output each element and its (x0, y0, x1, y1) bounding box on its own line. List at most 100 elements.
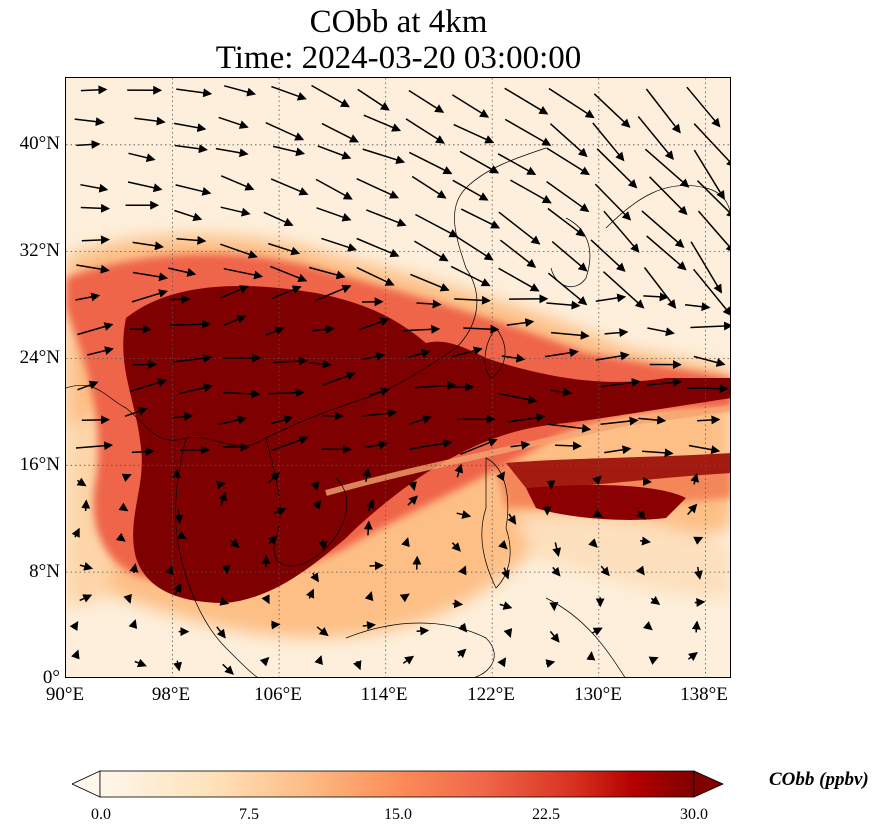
wind-vector (315, 178, 353, 200)
wind-vector (454, 463, 464, 478)
wind-vector (361, 408, 398, 418)
wind-vector (547, 423, 592, 433)
wind-vector (497, 657, 507, 668)
wind-vector (546, 147, 590, 176)
wind-vector (499, 601, 513, 610)
wind-vector (369, 387, 390, 397)
wind-vector (691, 620, 701, 633)
wind-vector (641, 210, 685, 248)
wind-vector (452, 94, 490, 118)
wind-vector (603, 210, 640, 253)
wind-vector (220, 243, 258, 259)
wind-vector (648, 656, 659, 665)
lat-tick-40n: 40°N (19, 133, 60, 154)
lon-tick-122e: 122°E (467, 684, 515, 705)
map-panel (65, 77, 731, 678)
wind-vector (459, 150, 500, 174)
wind-vector (129, 563, 139, 574)
wind-vector (223, 389, 261, 399)
wind-vector (356, 237, 400, 258)
wind-vector (362, 467, 372, 482)
wind-vector (547, 207, 586, 237)
wind-vector (131, 447, 155, 457)
wind-vector (504, 87, 549, 115)
wind-vector (263, 211, 294, 227)
wind-vector (507, 513, 517, 525)
wind-vector (80, 203, 110, 213)
wind-vector (451, 542, 461, 552)
wind-vector (405, 118, 445, 144)
wind-vector (71, 649, 80, 660)
lon-tick-90e: 90°E (45, 684, 85, 705)
wind-vector (272, 145, 306, 157)
wind-vector (321, 122, 359, 143)
wind-vector (510, 179, 552, 204)
wind-vector (451, 346, 483, 358)
wind-vector (369, 561, 384, 571)
wind-vector (416, 299, 442, 309)
colorbar-extend-min (72, 770, 101, 798)
wind-vector (271, 85, 307, 101)
wind-vector (220, 206, 251, 217)
wind-vector (75, 441, 114, 451)
wind-vector (402, 655, 415, 665)
wind-vector (637, 116, 674, 161)
wind-vector (650, 595, 661, 606)
wind-vector (463, 324, 500, 334)
wind-vector (498, 392, 538, 405)
wind-vector (452, 179, 489, 201)
wind-vector (690, 321, 730, 331)
wind-vector (215, 147, 249, 158)
wind-vector (686, 384, 729, 394)
wind-vector (506, 318, 535, 328)
wind-vector (132, 241, 164, 251)
wind-vector (309, 359, 332, 369)
wind-vector (273, 356, 308, 366)
wind-vector (173, 660, 183, 672)
colorbar-tick-3: 22.5 (532, 806, 560, 823)
wind-vector (168, 267, 197, 277)
wind-vector (643, 267, 677, 309)
wind-vector (123, 593, 132, 604)
wind-vector (173, 122, 207, 133)
wind-vector (600, 416, 639, 426)
wind-vector (118, 502, 129, 512)
wind-vector (644, 148, 690, 188)
wind-vector (601, 378, 641, 388)
colorbar-gradient (99, 770, 695, 798)
wind-vector (268, 242, 301, 256)
wind-vector (176, 88, 213, 98)
wind-vector (687, 651, 698, 662)
wind-vector (356, 178, 399, 199)
wind-vector (401, 537, 410, 548)
wind-vector (80, 183, 109, 193)
wind-vector (604, 445, 632, 455)
map-subtitle-time: Time: 2024-03-20 03:00:00 (215, 40, 582, 76)
wind-vector (503, 628, 513, 639)
wind-vector (270, 178, 309, 196)
wind-vector (271, 285, 302, 299)
wind-vector (408, 481, 417, 491)
wind-vector (411, 175, 447, 199)
wind-vector (76, 139, 101, 149)
wind-vector (362, 148, 406, 165)
wind-vector (77, 322, 114, 336)
wind-vector (600, 565, 610, 577)
wind-vector (594, 183, 632, 221)
wind-vector (357, 88, 390, 111)
wind-vector (81, 415, 110, 425)
wind-vector (593, 93, 631, 128)
wind-vector (174, 509, 184, 525)
colorbar (72, 770, 724, 798)
wind-vector (77, 380, 99, 391)
wind-vector (408, 89, 445, 113)
wind-vector (165, 565, 174, 576)
wind-vector (497, 153, 537, 176)
lat-tick-0: 0° (42, 667, 60, 688)
wind-vector (312, 324, 335, 334)
wind-vector (270, 415, 294, 425)
wind-vector (81, 235, 110, 245)
wind-vector (305, 588, 315, 599)
wind-vector (216, 480, 226, 490)
colorbar-label: CObb (ppbv) (769, 769, 869, 790)
